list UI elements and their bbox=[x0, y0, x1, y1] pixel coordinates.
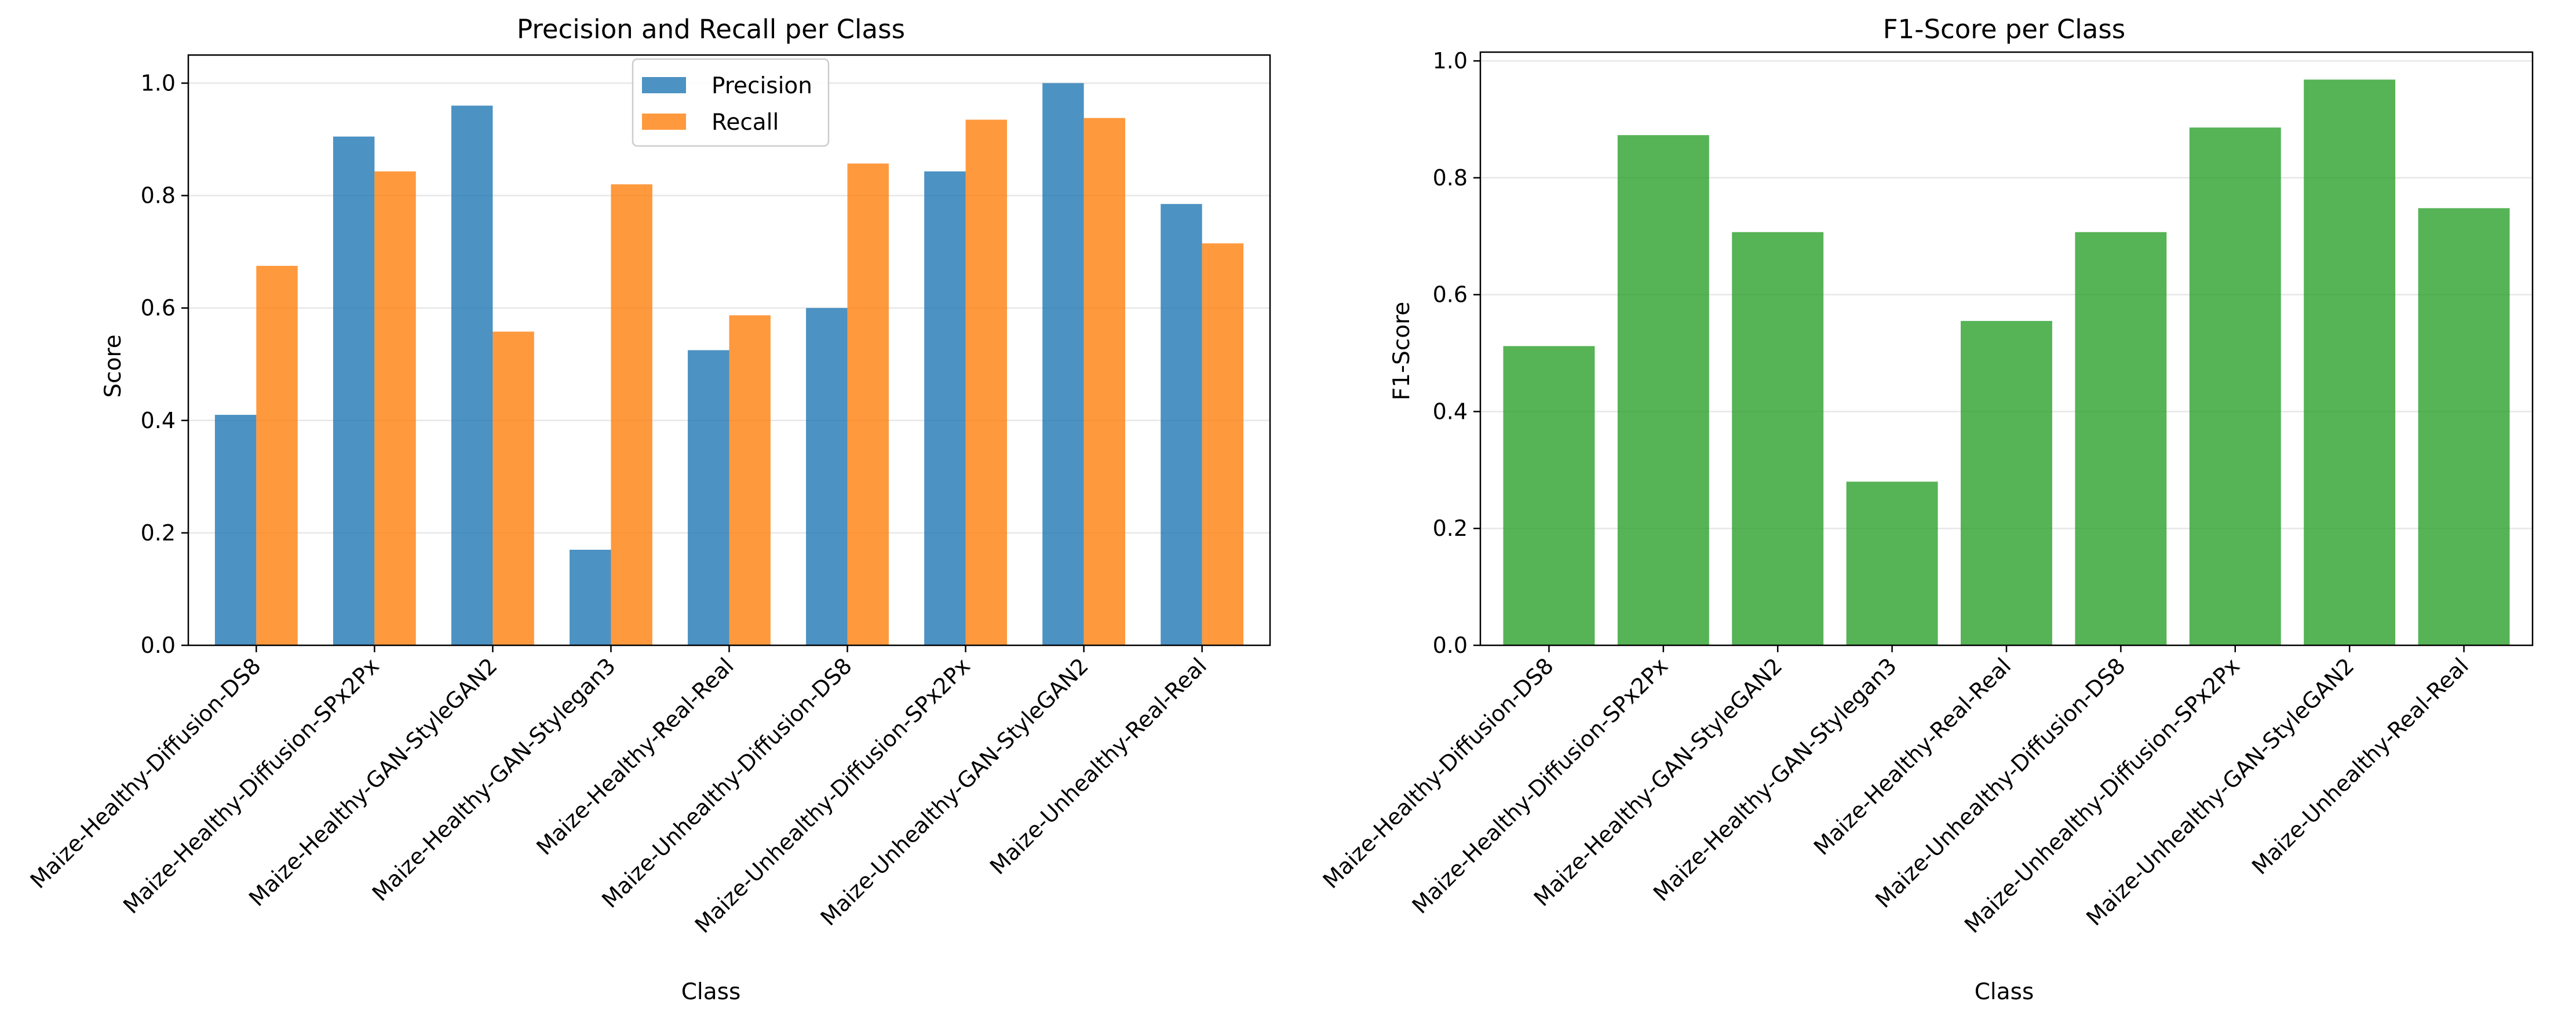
chart-title: F1-Score per Class bbox=[1883, 14, 2126, 45]
y-tick-label: 0.0 bbox=[141, 633, 176, 658]
bar-value-7 bbox=[2304, 79, 2396, 645]
y-axis-label: F1-Score bbox=[1389, 302, 1415, 401]
x-axis-label: Class bbox=[1975, 979, 2034, 1005]
bar-precision-0 bbox=[214, 415, 257, 645]
bar-recall-6 bbox=[965, 119, 1008, 646]
bars bbox=[214, 83, 1244, 646]
bar-precision-6 bbox=[924, 171, 966, 646]
y-ticks: 0.0 0.2 0.4 0.6 0.8 1.0 bbox=[141, 71, 188, 658]
bars bbox=[1503, 79, 2510, 646]
y-tick-label: 1.0 bbox=[1433, 48, 1468, 74]
bar-value-3 bbox=[1846, 481, 1938, 645]
y-tick-label: 0.8 bbox=[141, 183, 176, 209]
bar-precision-5 bbox=[806, 308, 848, 645]
bar-precision-1 bbox=[333, 136, 375, 645]
bar-value-5 bbox=[2075, 232, 2167, 645]
bar-value-8 bbox=[2418, 208, 2510, 645]
legend-label-recall: Recall bbox=[711, 109, 779, 136]
y-tick-label: 1.0 bbox=[141, 71, 176, 96]
y-axis-label: Score bbox=[100, 334, 126, 397]
y-ticks: 0.0 0.2 0.4 0.6 0.8 1.0 bbox=[1433, 48, 1480, 658]
bar-recall-0 bbox=[256, 265, 298, 645]
bar-recall-3 bbox=[611, 184, 652, 645]
bar-precision-2 bbox=[451, 105, 493, 646]
legend-label-precision: Precision bbox=[711, 73, 812, 99]
bar-value-0 bbox=[1503, 346, 1595, 645]
y-tick-label: 0.2 bbox=[1433, 516, 1468, 541]
bar-recall-8 bbox=[1202, 243, 1244, 646]
bar-value-6 bbox=[2189, 127, 2281, 645]
y-tick-label: 0.4 bbox=[1433, 399, 1468, 424]
y-tick-label: 0.8 bbox=[1433, 165, 1468, 191]
x-axis-label: Class bbox=[681, 979, 741, 1005]
bar-recall-5 bbox=[847, 163, 889, 646]
y-tick-label: 0.2 bbox=[141, 520, 176, 546]
bar-recall-2 bbox=[492, 331, 534, 645]
bar-value-4 bbox=[1961, 321, 2052, 645]
legend: Precision Recall bbox=[632, 58, 830, 147]
y-tick-label: 0.0 bbox=[1433, 633, 1468, 658]
y-tick-label: 0.4 bbox=[141, 408, 176, 433]
y-tick-label: 0.6 bbox=[141, 295, 176, 321]
y-tick-label: 0.6 bbox=[1433, 282, 1468, 308]
chart-title: Precision and Recall per Class bbox=[517, 14, 905, 45]
bar-recall-4 bbox=[729, 315, 771, 645]
bar-precision-4 bbox=[688, 350, 729, 645]
bar-value-2 bbox=[1732, 232, 1824, 645]
legend-swatch-recall bbox=[642, 114, 686, 130]
bar-precision-7 bbox=[1042, 83, 1084, 645]
bar-precision-3 bbox=[570, 550, 611, 645]
bar-recall-1 bbox=[374, 171, 416, 646]
bar-recall-7 bbox=[1083, 118, 1126, 645]
bar-precision-8 bbox=[1161, 204, 1202, 646]
bar-value-1 bbox=[1617, 135, 1709, 646]
legend-swatch-precision bbox=[642, 77, 686, 93]
